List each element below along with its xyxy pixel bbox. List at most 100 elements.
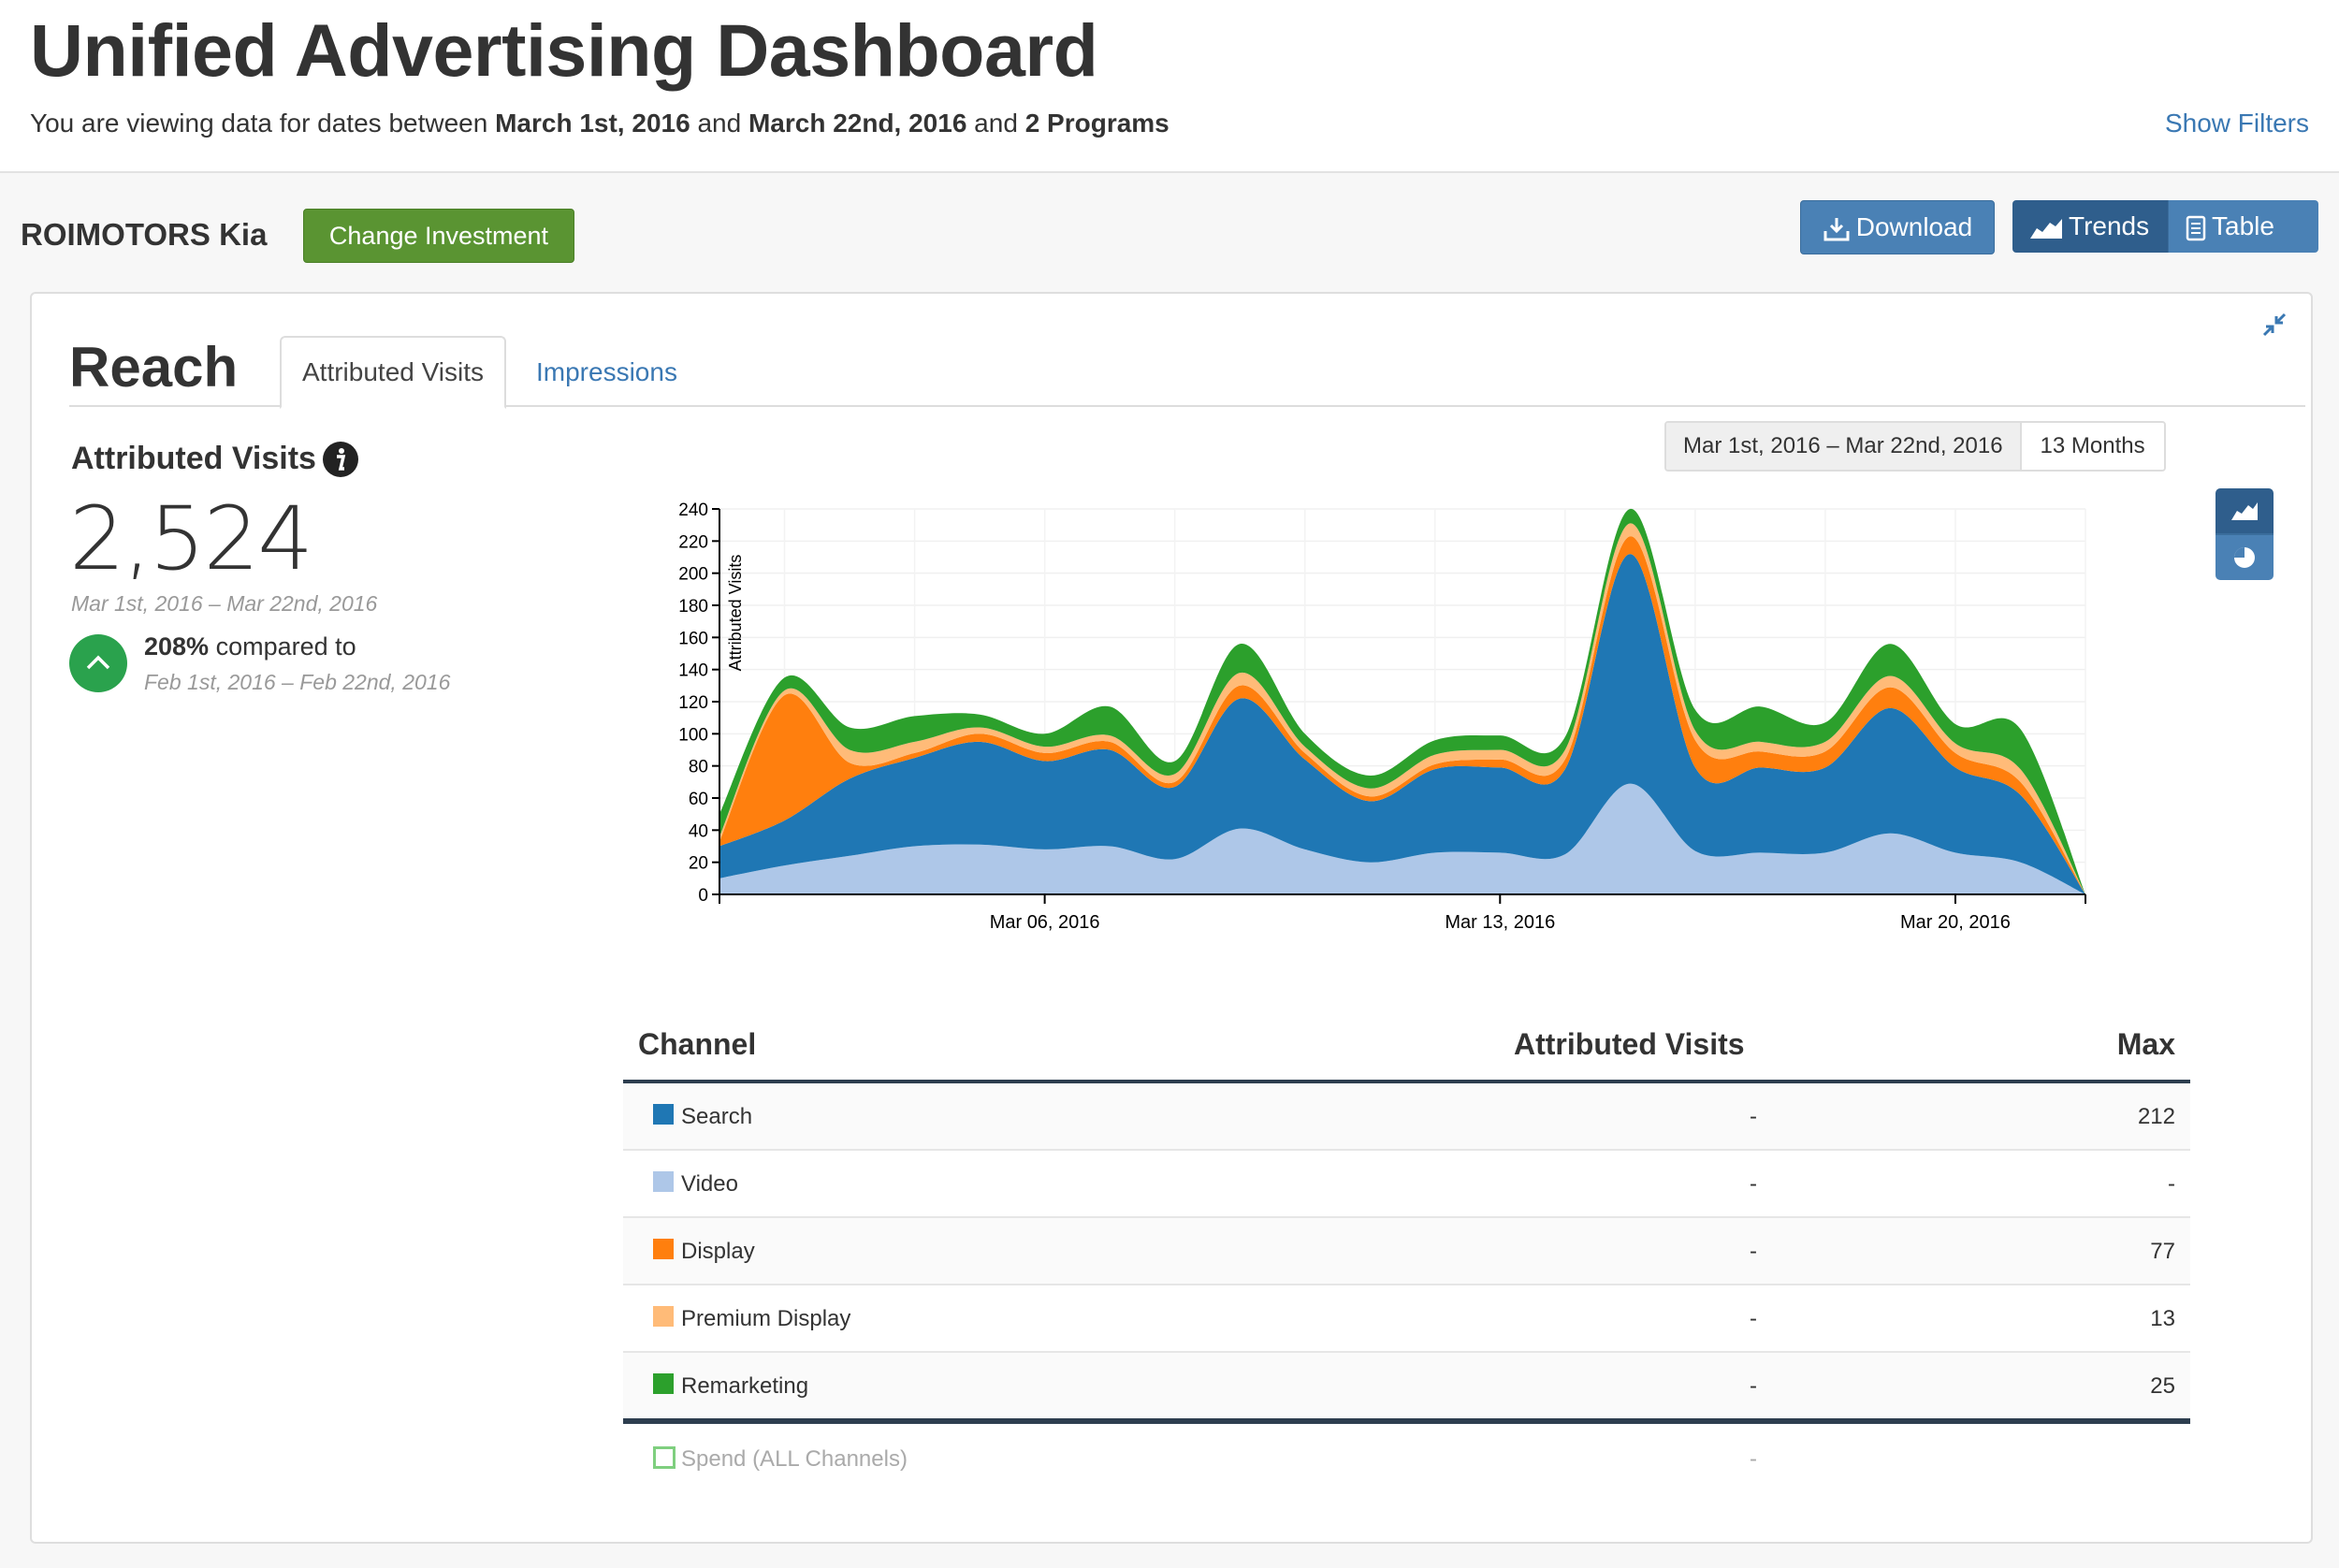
x-tick-label: Mar 20, 2016 [1900,912,2011,933]
compared-to: compared to [209,632,356,661]
y-tick-label: 160 [678,629,708,648]
document-icon [2186,215,2206,240]
change-percent: 208% [144,632,210,661]
summary-end-date: March 22nd, 2016 [748,109,967,138]
stacked-area-chart: 0 20 40 60 80 100 120 140 160 180 200 220 240 Mar 06,… [678,501,2086,933]
series-swatch [653,1104,674,1125]
max-value: 25 [2150,1373,2175,1399]
table-row[interactable]: Video - - [623,1151,2190,1218]
attributed-visits-value: - [1750,1171,1757,1197]
x-tick-label: Mar 13, 2016 [1445,912,1555,933]
spend-row[interactable]: Spend (ALL Channels) - [623,1424,2190,1489]
collapse-icon[interactable] [2260,311,2288,339]
tab-attributed-visits[interactable]: Attributed Visits [280,336,507,409]
download-button[interactable]: Download [1800,200,1995,254]
series-swatch [653,1446,676,1469]
x-tick-label: Mar 06, 2016 [990,912,1100,933]
summary-start-date: March 1st, 2016 [495,109,690,138]
max-value: - [2168,1171,2175,1197]
table-row[interactable]: Premium Display - 13 [623,1285,2190,1353]
channel-name: Spend (ALL Channels) [681,1446,908,1472]
summary-programs: 2 Programs [1024,109,1170,138]
area-chart-icon [2030,218,2062,239]
attributed-visits-value: - [1750,1446,1757,1472]
date-summary: You are viewing data for dates between M… [30,109,1170,138]
series-area-video [719,783,2085,894]
pie-chart-icon [2234,547,2255,568]
y-tick-label: 140 [678,661,708,681]
table-row[interactable]: Display - 77 [623,1218,2190,1285]
series-area-search [719,554,2085,894]
channel-name: Premium Display [681,1306,851,1331]
column-header-attributed-visits: Attributed Visits [1514,1027,1745,1061]
download-label: Download [1855,212,1973,241]
download-icon [1823,217,1850,241]
date-range-selector: Mar 1st, 2016 – Mar 22nd, 2016 13 Months [1664,421,2166,472]
y-tick-label: 20 [689,854,708,874]
y-tick-label: 80 [689,758,708,777]
y-axis-label: Attributed Visits [726,555,745,672]
attributed-visits-value: - [1750,1239,1757,1264]
metric-date-range: Mar 1st, 2016 – Mar 22nd, 2016 [71,591,378,616]
summary-and: and [966,109,1025,138]
metric-title: Attributed Visits [71,441,316,476]
account-name: ROIMOTORS Kia [21,217,268,252]
tab-impressions[interactable]: Impressions [536,357,677,386]
y-tick-label: 0 [698,886,708,906]
y-tick-label: 180 [678,597,708,617]
channel-name: Search [681,1104,753,1129]
y-tick-label: 220 [678,532,708,552]
trend-up-icon [69,634,127,692]
y-tick-label: 100 [678,725,708,745]
table-label: Table [2212,211,2274,240]
channel-name: Video [681,1171,738,1197]
view-toggle: Trends Table [2012,200,2318,253]
series-swatch [653,1171,674,1192]
max-value: 212 [2137,1104,2175,1129]
series-swatch [653,1373,674,1394]
table-button[interactable]: Table [2168,200,2318,253]
column-header-max: Max [2116,1027,2175,1061]
info-icon[interactable] [322,441,359,478]
table-row[interactable]: Search - 212 [623,1083,2190,1151]
change-investment-button[interactable]: Change Investment [303,209,574,263]
reach-panel: Reach Attributed Visits Impressions Attr… [30,292,2313,1544]
summary-prefix: You are viewing data for dates between [30,109,496,138]
y-tick-label: 240 [678,501,708,520]
y-tick-label: 200 [678,565,708,585]
series-swatch [653,1239,674,1259]
table-row[interactable]: Remarketing - 25 [623,1353,2190,1418]
channel-table: Channel Attributed Visits Max Search - 2… [623,1014,2190,1489]
page-header: Unified Advertising Dashboard You are vi… [0,0,2339,173]
page-title: Unified Advertising Dashboard [30,8,1098,92]
date-range-13-months[interactable]: 13 Months [2021,423,2164,470]
y-tick-label: 40 [689,821,708,841]
attributed-visits-value: - [1750,1104,1757,1129]
compare-date-range: Feb 1st, 2016 – Feb 22nd, 2016 [144,670,451,694]
series-swatch [653,1306,674,1327]
metric-value: 2,524 [69,488,313,590]
comparison-text: 208% compared to [144,632,356,661]
show-filters-link[interactable]: Show Filters [2164,109,2309,138]
y-tick-label: 120 [678,693,708,713]
chart-type-toggle [2216,488,2274,580]
attributed-visits-value: - [1750,1306,1757,1331]
y-tick-label: 60 [689,790,708,809]
trends-button[interactable]: Trends [2012,200,2168,253]
date-range-current[interactable]: Mar 1st, 2016 – Mar 22nd, 2016 [1666,423,2022,470]
area-chart-button[interactable] [2216,488,2274,533]
area-chart-icon [2231,502,2258,520]
trends-label: Trends [2069,211,2150,240]
tab-underline [69,405,2305,407]
summary-and: and [690,109,748,138]
column-header-channel: Channel [638,1027,757,1061]
max-value: 13 [2150,1306,2175,1331]
table-header: Channel Attributed Visits Max [623,1014,2190,1083]
max-value: 77 [2150,1239,2175,1264]
panel-title: Reach [69,336,239,399]
pie-chart-button[interactable] [2216,533,2274,580]
table-body: Search - 212 Video - - Display - 77 Prem… [623,1083,2190,1424]
attributed-visits-value: - [1750,1373,1757,1399]
channel-name: Display [681,1239,755,1264]
channel-name: Remarketing [681,1373,809,1399]
